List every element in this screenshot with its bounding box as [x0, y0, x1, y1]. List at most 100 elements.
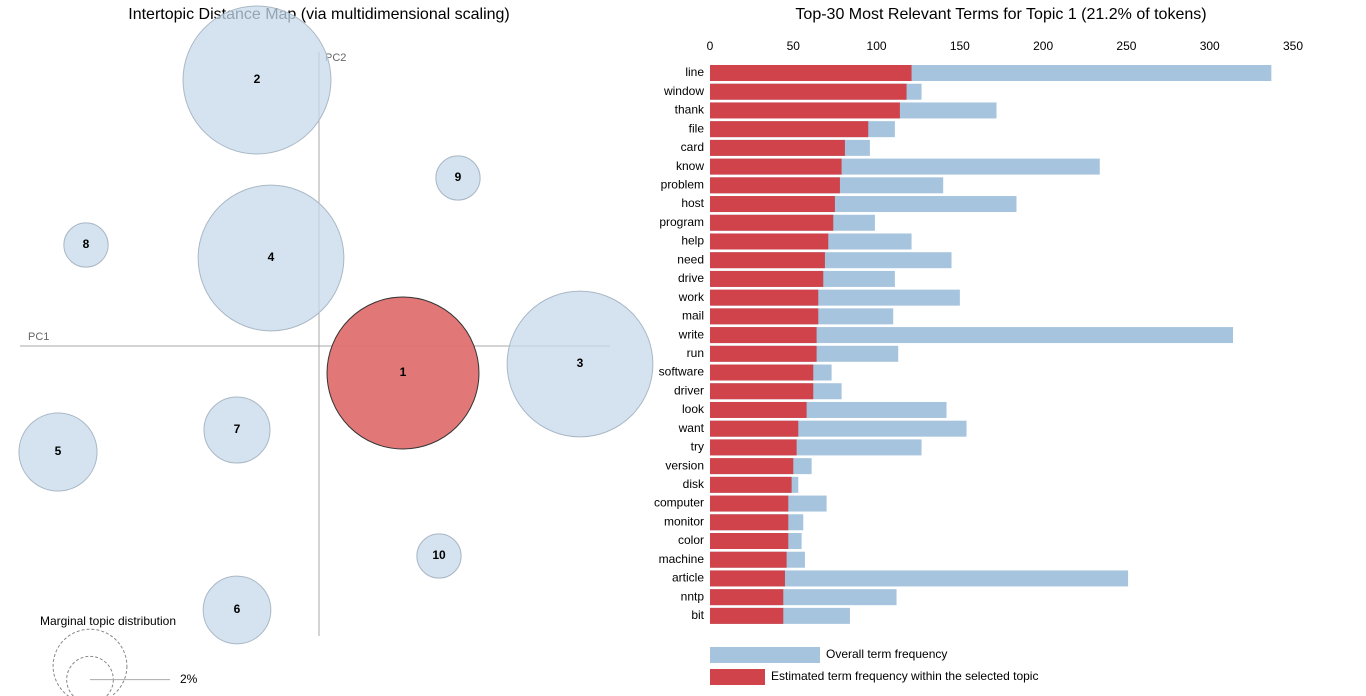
term-label: program [659, 215, 704, 229]
bar [710, 439, 797, 456]
bar [710, 252, 825, 269]
term-label: look [682, 402, 705, 416]
term-label: article [672, 571, 704, 585]
pc2-label: PC2 [325, 52, 346, 64]
bar [710, 533, 789, 549]
bar [710, 214, 834, 231]
bar [710, 364, 814, 381]
legend-label: Overall term frequency [826, 647, 947, 661]
bar [710, 551, 787, 568]
term-label: drive [678, 271, 704, 285]
topic-bubble [416, 533, 462, 579]
topic-label: 5 [55, 444, 62, 458]
bar [710, 158, 842, 175]
bar [710, 289, 819, 306]
topic-bubble [197, 184, 345, 332]
term-label: software [659, 365, 705, 379]
term-label: disk [683, 477, 705, 491]
topic-label: 10 [432, 548, 446, 562]
topic-bubble [435, 155, 481, 201]
bar [710, 233, 829, 250]
term-label: file [689, 121, 705, 135]
bar [710, 570, 1129, 587]
bar [710, 607, 784, 624]
topic-label: 7 [234, 422, 241, 436]
bar [710, 65, 912, 81]
bar [710, 458, 794, 475]
bar [710, 383, 814, 400]
legend-swatch [710, 647, 820, 663]
topic-bubble [326, 296, 480, 450]
term-label: card [681, 140, 704, 154]
topic-bubble [506, 290, 654, 438]
bar [710, 495, 789, 512]
term-label: try [691, 440, 704, 454]
bar [710, 327, 1234, 344]
x-tick-label: 300 [1200, 39, 1220, 53]
topic-label: 2 [254, 72, 261, 86]
bar [710, 589, 784, 606]
bar [710, 196, 835, 213]
term-label: problem [661, 177, 704, 191]
topic-label: 1 [400, 365, 407, 379]
topic-bubble [202, 575, 272, 645]
bar [710, 177, 840, 194]
term-label: machine [659, 552, 705, 566]
term-label: line [685, 65, 704, 79]
bar-title: Top-30 Most Relevant Terms for Topic 1 (… [795, 6, 1206, 23]
term-label: need [677, 252, 704, 266]
x-tick-label: 0 [707, 39, 714, 53]
term-label: mail [682, 309, 704, 323]
size-legend-circle [52, 628, 128, 696]
topic-bubble [63, 222, 109, 268]
term-label: work [678, 290, 705, 304]
size-legend-label: 2% [180, 672, 198, 686]
bar [710, 121, 869, 138]
term-label: color [678, 533, 704, 547]
topic-label: 4 [268, 250, 275, 264]
topic-label: 6 [234, 602, 241, 616]
topic-label: 9 [455, 170, 462, 184]
x-tick-label: 50 [787, 39, 801, 53]
term-label: write [678, 327, 705, 341]
bar [710, 270, 824, 287]
term-label: nntp [681, 589, 705, 603]
pc1-label: PC1 [28, 331, 49, 343]
size-legend-circle [66, 655, 114, 696]
bar [710, 139, 845, 156]
term-label: know [676, 159, 704, 173]
bar [710, 327, 817, 344]
term-label: bit [691, 608, 704, 622]
topic-bubble [182, 5, 332, 155]
bar [710, 476, 792, 493]
term-label: monitor [664, 514, 704, 528]
term-label: version [665, 458, 704, 472]
bar [710, 401, 807, 418]
bar [710, 102, 900, 119]
bar [710, 570, 785, 587]
term-label: help [681, 234, 704, 248]
term-label: window [663, 84, 704, 98]
topic-label: 3 [577, 356, 584, 370]
topic-label: 8 [83, 237, 90, 251]
bar [710, 420, 799, 437]
bar [710, 308, 819, 325]
x-tick-label: 100 [867, 39, 887, 53]
term-label: run [687, 346, 704, 360]
size-legend-title: Marginal topic distribution [40, 614, 176, 628]
term-label: want [678, 421, 705, 435]
term-label: thank [675, 103, 705, 117]
legend-label: Estimated term frequency within the sele… [771, 669, 1038, 683]
bar [710, 514, 789, 531]
x-tick-label: 150 [950, 39, 970, 53]
x-tick-label: 350 [1283, 39, 1303, 53]
legend-swatch [710, 669, 765, 685]
map-title: Intertopic Distance Map (via multidimens… [128, 6, 510, 23]
term-label: driver [674, 383, 704, 397]
x-tick-label: 200 [1033, 39, 1053, 53]
bar [710, 345, 817, 362]
x-tick-label: 250 [1116, 39, 1136, 53]
term-label: host [681, 196, 704, 210]
topic-bubble [203, 396, 271, 464]
